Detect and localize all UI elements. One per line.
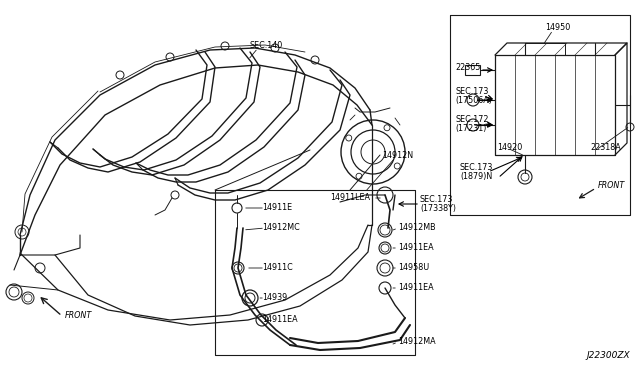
Text: J22300ZX: J22300ZX: [586, 351, 630, 360]
Bar: [465, 65, 480, 75]
Text: 14911EA: 14911EA: [262, 315, 298, 324]
Text: 14912MC: 14912MC: [262, 224, 300, 232]
Text: (17231): (17231): [455, 124, 486, 132]
Text: SEC.173: SEC.173: [420, 196, 453, 205]
Text: SEC.173: SEC.173: [455, 87, 488, 96]
Text: FRONT: FRONT: [598, 182, 625, 190]
Text: 14911EA: 14911EA: [398, 283, 434, 292]
Text: 22318A: 22318A: [590, 144, 621, 153]
Text: 14912MB: 14912MB: [398, 224, 436, 232]
Text: 14958U: 14958U: [398, 263, 429, 273]
Text: SEC.172: SEC.172: [455, 115, 488, 125]
Text: (17506A): (17506A): [455, 96, 492, 105]
Text: (1879)N: (1879)N: [460, 171, 492, 180]
Text: 14911LEA: 14911LEA: [330, 193, 370, 202]
Text: 14911E: 14911E: [262, 203, 292, 212]
Text: 14939: 14939: [262, 294, 287, 302]
Text: FRONT: FRONT: [65, 311, 92, 320]
Text: 14920: 14920: [497, 144, 522, 153]
Text: SEC.140: SEC.140: [250, 41, 284, 49]
Text: 22365: 22365: [455, 64, 481, 73]
Text: 14912MA: 14912MA: [398, 337, 436, 346]
Text: (17338Y): (17338Y): [420, 203, 456, 212]
Text: 14912N: 14912N: [382, 151, 413, 160]
Text: 14911EA: 14911EA: [398, 244, 434, 253]
Text: SEC.173: SEC.173: [460, 164, 493, 173]
Text: 14950: 14950: [545, 23, 570, 32]
Text: 14911C: 14911C: [262, 263, 292, 273]
